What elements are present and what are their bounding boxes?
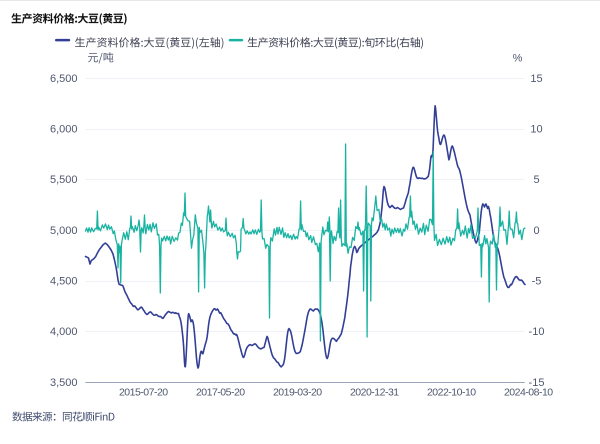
svg-text:5: 5 [533,174,539,186]
svg-text:0: 0 [533,225,539,237]
svg-text:2019-03-20: 2019-03-20 [273,386,322,398]
svg-text:3,500: 3,500 [50,377,78,389]
svg-text:4,500: 4,500 [50,276,78,288]
svg-text:5,500: 5,500 [50,174,78,186]
svg-text:6,500: 6,500 [50,73,78,85]
svg-text:2015-07-20: 2015-07-20 [119,386,168,398]
svg-text:%: % [513,53,523,65]
svg-text:6,000: 6,000 [50,124,78,136]
svg-text:-15: -15 [529,377,545,389]
svg-text:2022-10-10: 2022-10-10 [427,386,476,398]
svg-text:2020-12-31: 2020-12-31 [350,386,399,398]
svg-text:-5: -5 [532,276,542,288]
svg-text:2017-05-20: 2017-05-20 [196,386,245,398]
svg-text:10: 10 [530,124,542,136]
svg-text:5,000: 5,000 [50,225,78,237]
svg-text:-10: -10 [529,326,545,338]
svg-text:15: 15 [530,73,542,85]
svg-text:2024-08-10: 2024-08-10 [504,386,553,398]
svg-text:4,000: 4,000 [50,326,78,338]
